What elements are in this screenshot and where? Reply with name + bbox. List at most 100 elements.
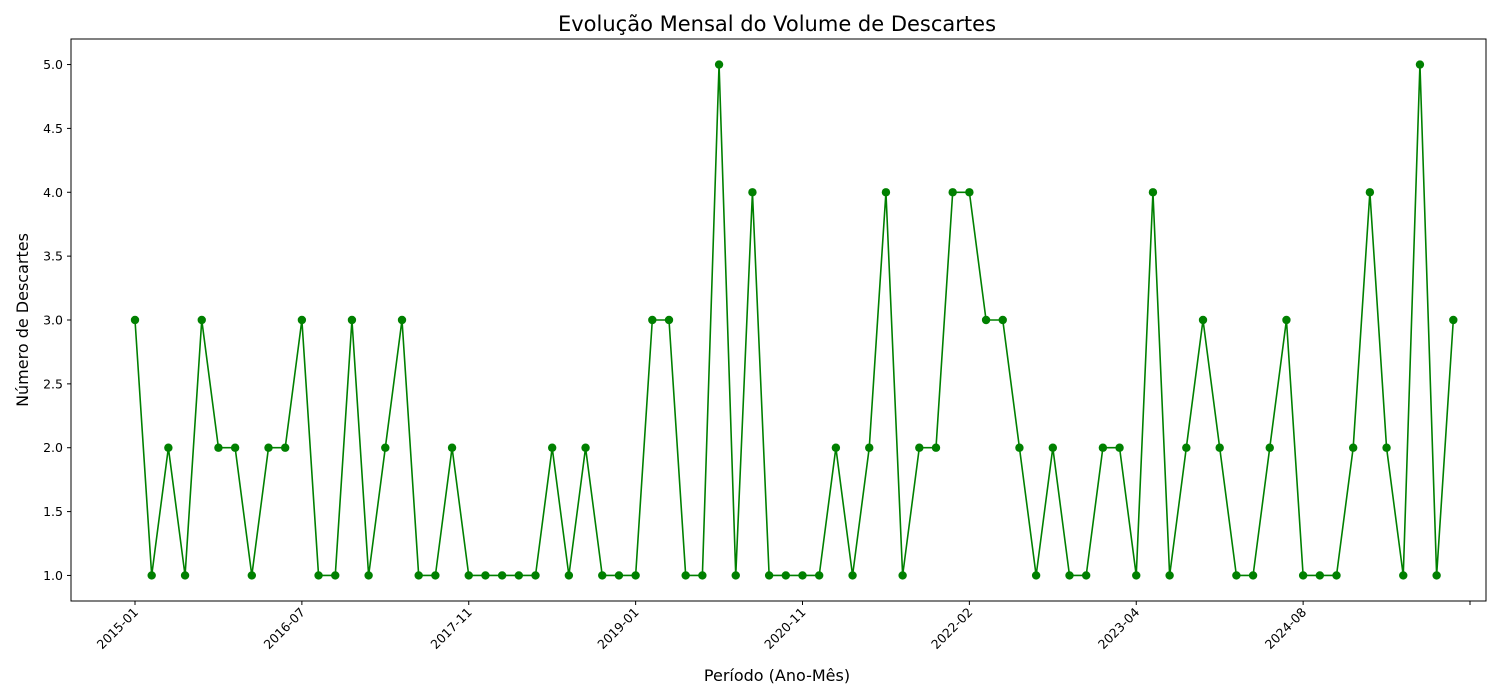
data-point <box>1198 315 1208 325</box>
data-point <box>881 188 891 197</box>
data-point <box>865 443 874 452</box>
data-point <box>1282 315 1291 325</box>
x-tick-label: 2022-02 <box>928 605 976 653</box>
data-point <box>664 315 674 325</box>
x-axis-title: Período (Ano-Mês) <box>704 666 850 685</box>
data-point <box>214 443 223 452</box>
data-point <box>681 571 690 580</box>
data-point <box>1015 443 1024 452</box>
data-point <box>831 443 841 452</box>
data-point <box>314 571 323 580</box>
data-point <box>1232 571 1241 580</box>
data-point <box>464 571 473 580</box>
data-point <box>164 443 173 452</box>
data-point <box>1332 571 1341 580</box>
data-point <box>1081 571 1091 580</box>
data-point <box>1132 571 1141 580</box>
data-point <box>981 315 991 325</box>
data-point <box>230 443 240 452</box>
data-point <box>648 315 657 325</box>
y-tick-label: 1.5 <box>43 504 63 519</box>
x-tick-label: 2023-04 <box>1095 604 1143 652</box>
data-point <box>1165 571 1174 580</box>
data-point <box>397 315 407 325</box>
data-point <box>431 571 440 580</box>
y-tick-label: 3.5 <box>43 249 63 264</box>
data-point <box>547 443 557 452</box>
data-point <box>965 188 974 197</box>
data-point <box>998 315 1007 325</box>
data-point <box>130 315 140 325</box>
data-point <box>531 571 540 580</box>
data-point <box>1298 571 1308 580</box>
data-point <box>698 571 707 580</box>
data-point <box>280 443 290 452</box>
data-point <box>598 571 607 580</box>
y-tick-label: 3.0 <box>43 313 63 328</box>
data-point <box>1399 571 1408 580</box>
data-point <box>748 188 757 197</box>
data-point <box>1148 188 1158 197</box>
data-point <box>1115 443 1124 452</box>
data-point <box>1182 443 1191 452</box>
data-point <box>1031 571 1041 580</box>
data-point <box>264 443 273 452</box>
x-tick-label: 2016-07 <box>260 605 308 653</box>
data-point <box>1449 315 1458 325</box>
chart-title: Evolução Mensal do Volume de Descartes <box>558 12 996 36</box>
x-tick-label: 2017-11 <box>427 605 475 653</box>
data-point <box>297 315 307 325</box>
data-point <box>481 571 490 580</box>
data-point <box>1432 571 1441 580</box>
y-tick-label: 4.0 <box>43 185 63 200</box>
data-point <box>1348 443 1358 452</box>
series-line <box>134 63 1455 577</box>
y-tick-label: 2.5 <box>43 376 63 391</box>
y-tick-label: 1.0 <box>43 568 63 583</box>
data-point <box>1215 443 1224 452</box>
data-point <box>1248 571 1258 580</box>
data-point <box>915 443 924 452</box>
y-tick-label: 4.5 <box>43 121 63 136</box>
data-point <box>1382 443 1391 452</box>
data-point <box>247 571 257 580</box>
data-point <box>631 571 640 580</box>
data-point <box>798 571 807 580</box>
data-point <box>731 571 740 580</box>
x-axis-ticks: 2015-01 2016-07 2017-11 2019-01 2020-11 2022-… <box>94 601 1471 653</box>
axes-frame <box>70 38 1487 602</box>
data-point <box>1065 571 1074 580</box>
x-tick-label: 2024-08 <box>1262 604 1310 652</box>
data-point <box>331 571 340 580</box>
data-point <box>814 571 824 580</box>
data-point <box>714 60 724 69</box>
data-point <box>364 571 373 580</box>
data-point <box>948 188 957 197</box>
y-axis-title: Número de Descartes <box>13 233 32 407</box>
data-point <box>898 571 907 580</box>
data-point <box>931 443 941 452</box>
data-point <box>447 443 457 452</box>
data-point <box>381 443 390 452</box>
x-tick-label: 2019-01 <box>594 605 642 653</box>
y-tick-label: 5.0 <box>43 57 63 72</box>
data-point <box>781 571 791 580</box>
data-point <box>514 571 524 580</box>
data-point <box>197 315 206 325</box>
data-point <box>180 571 190 580</box>
data-point <box>564 571 574 580</box>
data-point <box>1265 443 1274 452</box>
data-point <box>1048 443 1058 452</box>
y-axis-ticks: 1.0 1.5 2.0 2.5 3.0 3.5 4.0 4.5 5.0 <box>43 57 71 583</box>
data-series <box>130 60 1458 580</box>
y-tick-label: 2.0 <box>43 440 63 455</box>
x-tick-label: 2015-01 <box>94 605 142 653</box>
data-point <box>147 571 156 580</box>
data-point <box>414 571 423 580</box>
plot-area <box>70 38 1487 602</box>
data-point <box>848 571 857 580</box>
data-point <box>764 571 774 580</box>
data-point <box>1315 571 1325 580</box>
data-point <box>614 571 624 580</box>
